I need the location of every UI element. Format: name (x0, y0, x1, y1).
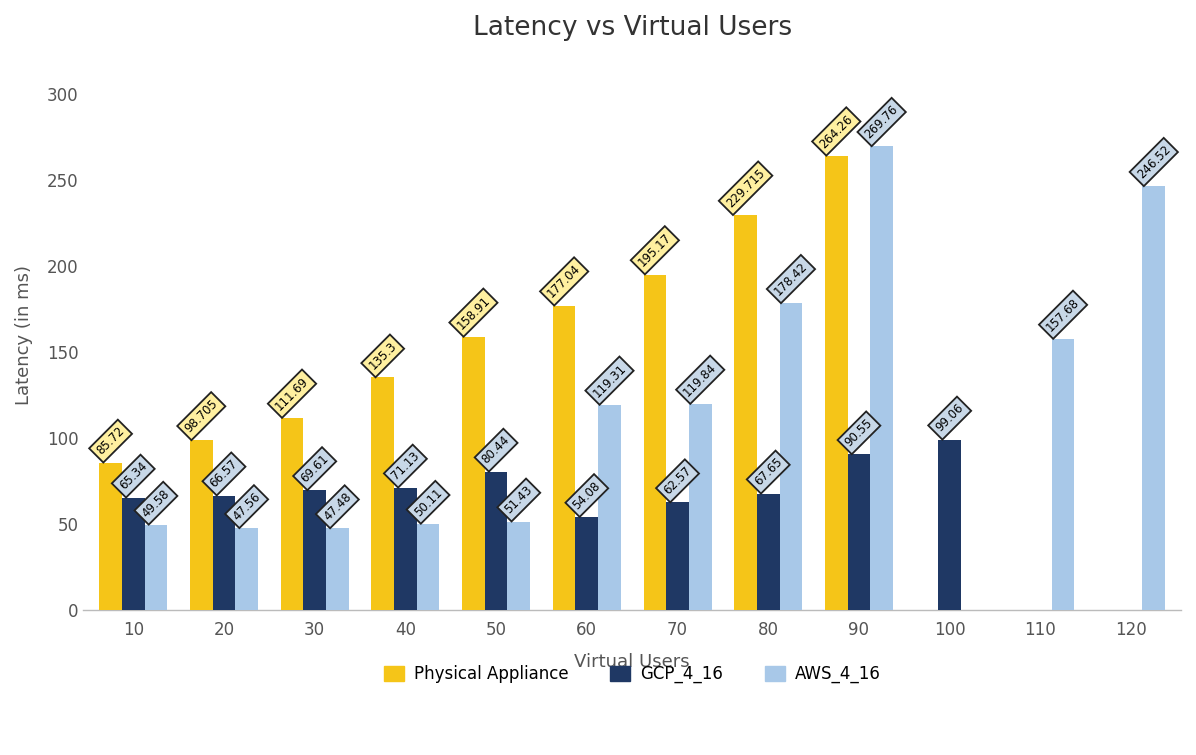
Text: 47.48: 47.48 (321, 490, 354, 523)
Bar (871, 146, 893, 610)
Bar (122, 498, 145, 610)
Bar (145, 525, 167, 610)
Bar (598, 405, 621, 610)
Text: 50.11: 50.11 (411, 486, 445, 519)
Bar (416, 524, 439, 610)
Bar (507, 522, 530, 610)
Bar (666, 503, 689, 610)
Bar (462, 337, 484, 610)
Bar (304, 490, 327, 610)
Text: 65.34: 65.34 (117, 460, 150, 492)
Bar (213, 495, 236, 610)
Text: 111.69: 111.69 (273, 374, 311, 413)
Text: 47.56: 47.56 (230, 490, 263, 523)
Text: 246.52: 246.52 (1135, 143, 1173, 181)
Text: 49.58: 49.58 (140, 487, 172, 519)
Text: 71.13: 71.13 (389, 450, 422, 482)
Text: 264.26: 264.26 (817, 112, 855, 151)
Bar (236, 528, 258, 610)
Text: 69.61: 69.61 (298, 452, 331, 485)
Bar (372, 378, 393, 610)
Bar (99, 463, 122, 610)
Bar (484, 472, 507, 610)
Title: Latency vs Virtual Users: Latency vs Virtual Users (472, 15, 792, 41)
Text: 54.08: 54.08 (570, 479, 603, 512)
Text: 229.715: 229.715 (724, 166, 768, 210)
Text: 135.3: 135.3 (366, 340, 399, 372)
Text: 80.44: 80.44 (480, 433, 513, 467)
Bar (757, 494, 780, 610)
X-axis label: Virtual Users: Virtual Users (574, 653, 690, 671)
Legend: Physical Appliance, GCP_4_16, AWS_4_16: Physical Appliance, GCP_4_16, AWS_4_16 (377, 658, 887, 689)
Bar (643, 275, 666, 610)
Text: 66.57: 66.57 (207, 458, 240, 491)
Text: 178.42: 178.42 (771, 260, 810, 298)
Text: 195.17: 195.17 (636, 231, 675, 270)
Bar (848, 455, 871, 610)
Text: 90.55: 90.55 (842, 417, 875, 449)
Bar (327, 528, 349, 610)
Text: 67.65: 67.65 (752, 455, 785, 488)
Text: 119.84: 119.84 (681, 361, 719, 399)
Bar (393, 488, 416, 610)
Text: 157.68: 157.68 (1044, 296, 1082, 334)
Bar (1051, 339, 1074, 610)
Bar (190, 440, 213, 610)
Y-axis label: Latency (in ms): Latency (in ms) (16, 265, 33, 405)
Bar (689, 404, 712, 610)
Bar (1142, 186, 1165, 610)
Text: 177.04: 177.04 (545, 262, 584, 300)
Text: 98.705: 98.705 (182, 397, 220, 435)
Bar (575, 517, 598, 610)
Bar (939, 439, 962, 610)
Text: 119.31: 119.31 (591, 362, 629, 400)
Bar (780, 304, 803, 610)
Text: 158.91: 158.91 (454, 294, 493, 331)
Text: 62.57: 62.57 (661, 464, 694, 498)
Text: 51.43: 51.43 (502, 484, 536, 516)
Text: 99.06: 99.06 (933, 402, 966, 435)
Text: 85.72: 85.72 (94, 424, 127, 458)
Bar (281, 418, 304, 610)
Bar (553, 306, 575, 610)
Bar (734, 215, 757, 610)
Text: 269.76: 269.76 (862, 103, 901, 141)
Bar (825, 156, 848, 610)
